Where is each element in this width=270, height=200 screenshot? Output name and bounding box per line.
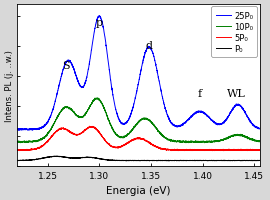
25P₀ [57, 85, 60, 87]
Legend: 25P₀, 10P₀, 5P₀, P₀: 25P₀, 10P₀, 5P₀, P₀ [211, 7, 257, 58]
P₀ [15, 160, 18, 162]
Text: p: p [96, 18, 103, 28]
5P₀ [253, 149, 256, 151]
25P₀ [119, 121, 122, 123]
Line: 5P₀: 5P₀ [17, 127, 259, 151]
5P₀ [43, 144, 46, 146]
10P₀ [119, 136, 122, 138]
5P₀ [108, 144, 112, 147]
5P₀ [15, 149, 18, 152]
10P₀ [43, 137, 46, 139]
Text: d: d [146, 40, 153, 50]
10P₀ [15, 140, 18, 143]
P₀ [43, 157, 46, 159]
Text: S: S [62, 61, 70, 70]
10P₀ [227, 136, 230, 138]
5P₀ [222, 150, 225, 152]
10P₀ [258, 140, 261, 142]
10P₀ [253, 140, 256, 143]
5P₀ [57, 129, 60, 131]
Line: 25P₀: 25P₀ [17, 17, 259, 130]
25P₀ [227, 115, 230, 118]
Text: f: f [198, 88, 202, 98]
10P₀ [95, 97, 99, 99]
X-axis label: Energia (eV): Energia (eV) [106, 185, 170, 195]
P₀ [227, 160, 230, 162]
25P₀ [15, 128, 18, 130]
Y-axis label: Intens. PL (j. ..w.): Intens. PL (j. ..w.) [5, 50, 14, 121]
P₀ [258, 159, 261, 162]
25P₀ [253, 125, 256, 128]
P₀ [253, 160, 256, 162]
Line: 10P₀: 10P₀ [17, 98, 259, 143]
10P₀ [108, 123, 112, 125]
25P₀ [43, 125, 46, 128]
25P₀ [97, 16, 101, 18]
5P₀ [119, 146, 122, 149]
5P₀ [227, 149, 230, 151]
Line: P₀: P₀ [17, 156, 259, 161]
P₀ [124, 160, 128, 162]
25P₀ [17, 129, 21, 132]
5P₀ [258, 149, 261, 151]
10P₀ [57, 114, 60, 117]
P₀ [55, 155, 58, 158]
P₀ [108, 159, 112, 162]
P₀ [57, 155, 60, 158]
25P₀ [108, 75, 112, 77]
Text: WL: WL [227, 88, 245, 98]
25P₀ [258, 128, 261, 130]
5P₀ [88, 125, 91, 128]
10P₀ [184, 142, 188, 144]
P₀ [119, 159, 122, 162]
